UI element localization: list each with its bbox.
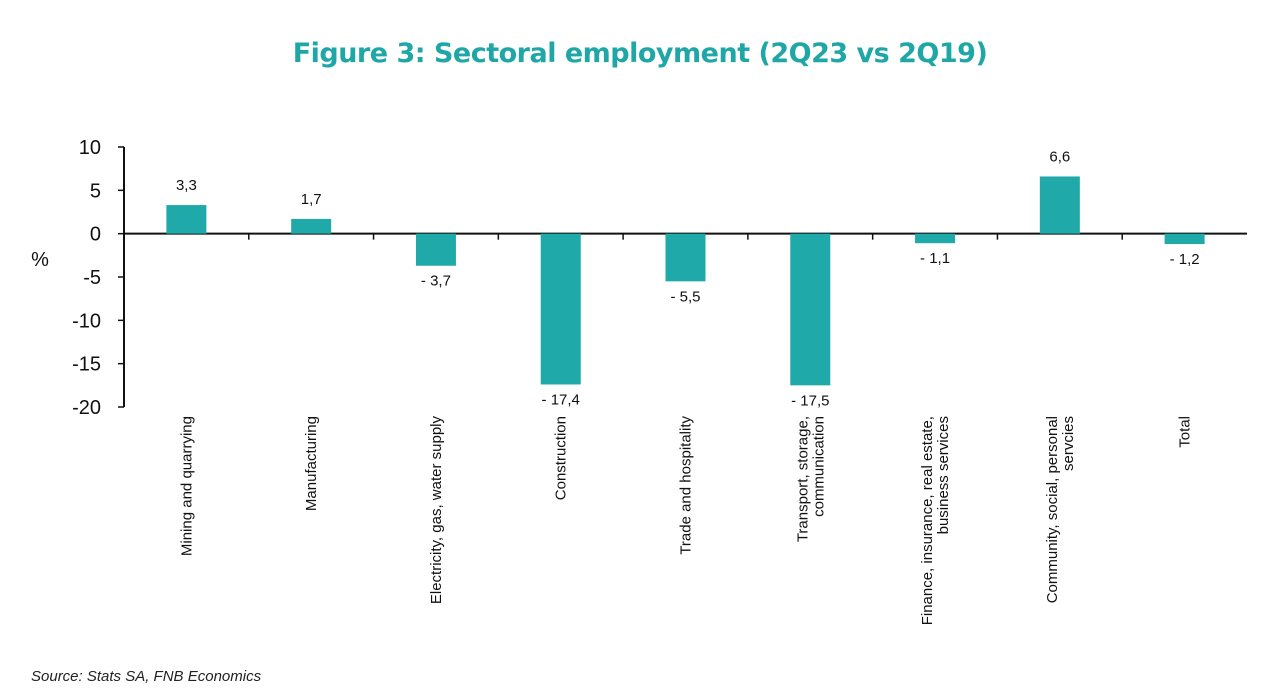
labels: 3,3 Mining and quarrying 1,7 Manufacturing -… <box>176 148 1200 625</box>
bars <box>166 176 1205 386</box>
category-label: Transport, storage, <box>794 416 811 542</box>
data-label: 3,3 <box>176 177 197 194</box>
category-label: Trade and hospitality <box>678 416 695 555</box>
category-label: Total <box>1177 416 1194 448</box>
data-label: - 5,5 <box>670 288 700 305</box>
y-tick-label: -5 <box>83 267 101 289</box>
bar <box>665 233 706 282</box>
data-label: 1,7 <box>301 191 322 208</box>
y-tick-label: -20 <box>72 397 101 419</box>
category-label: Manufacturing <box>303 416 320 511</box>
data-label: - 3,7 <box>421 273 451 290</box>
data-label: - 1,2 <box>1170 251 1200 268</box>
y-axis-title: % <box>31 249 49 271</box>
bar <box>415 233 456 266</box>
category-label: Mining and quarrying <box>178 416 195 556</box>
bar <box>1039 176 1080 234</box>
bar <box>915 233 956 244</box>
data-label: - 1,1 <box>920 250 950 267</box>
y-tick-label: 10 <box>79 137 101 159</box>
source-note: Source: Stats SA, FNB Economics <box>31 668 262 685</box>
category-label: servcies <box>1060 416 1077 471</box>
chart-title: Figure 3: Sectoral employment (2Q23 vs 2… <box>292 38 988 69</box>
category-label: Electricity, gas, water supply <box>428 416 445 605</box>
category-label: Construction <box>553 416 570 500</box>
y-tick-label: 0 <box>90 224 101 246</box>
data-label: - 17,4 <box>542 391 580 408</box>
category-label: Community, social, personal <box>1044 416 1061 603</box>
category-label: Finance, insurance, real estate, <box>919 416 936 625</box>
bar <box>291 218 332 234</box>
category-label: business services <box>935 416 952 534</box>
bar <box>540 233 581 385</box>
data-label: 6,6 <box>1049 148 1070 165</box>
y-tick-label: 5 <box>90 180 101 202</box>
bar <box>166 205 207 234</box>
data-label: - 17,5 <box>791 392 829 409</box>
y-tick-label: -10 <box>72 310 101 332</box>
category-label: communication <box>810 416 827 517</box>
bar <box>1164 233 1205 245</box>
bar <box>790 233 831 386</box>
y-tick-label: -15 <box>72 354 101 376</box>
